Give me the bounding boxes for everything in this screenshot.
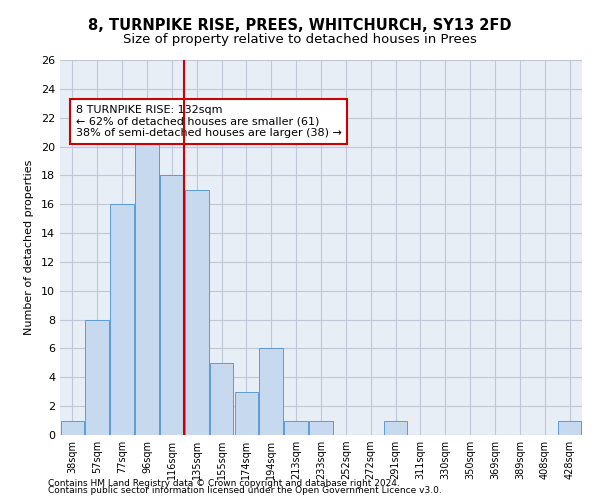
Bar <box>259 348 283 435</box>
Bar <box>160 176 184 435</box>
Bar <box>85 320 109 435</box>
Text: Contains HM Land Registry data © Crown copyright and database right 2024.: Contains HM Land Registry data © Crown c… <box>48 478 400 488</box>
Bar <box>309 420 333 435</box>
Text: Size of property relative to detached houses in Prees: Size of property relative to detached ho… <box>123 32 477 46</box>
Text: Contains public sector information licensed under the Open Government Licence v3: Contains public sector information licen… <box>48 486 442 495</box>
Bar <box>135 118 159 435</box>
Bar <box>210 363 233 435</box>
Bar <box>185 190 209 435</box>
Bar <box>110 204 134 435</box>
Bar <box>235 392 258 435</box>
Bar <box>558 420 581 435</box>
Bar <box>284 420 308 435</box>
Text: 8, TURNPIKE RISE, PREES, WHITCHURCH, SY13 2FD: 8, TURNPIKE RISE, PREES, WHITCHURCH, SY1… <box>88 18 512 32</box>
Text: 8 TURNPIKE RISE: 132sqm
← 62% of detached houses are smaller (61)
38% of semi-de: 8 TURNPIKE RISE: 132sqm ← 62% of detache… <box>76 105 341 138</box>
Bar <box>61 420 84 435</box>
Y-axis label: Number of detached properties: Number of detached properties <box>24 160 34 335</box>
Bar <box>384 420 407 435</box>
